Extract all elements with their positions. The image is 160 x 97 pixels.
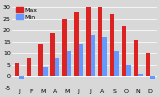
- Bar: [62, 19, 67, 76]
- Bar: [79, 44, 83, 76]
- Bar: [15, 63, 19, 76]
- Bar: [114, 51, 119, 76]
- Legend: Max, Min: Max, Min: [15, 6, 39, 21]
- Bar: [55, 58, 59, 76]
- Bar: [50, 33, 55, 76]
- Bar: [134, 40, 138, 76]
- Bar: [67, 51, 71, 76]
- Bar: [19, 76, 24, 79]
- Bar: [91, 35, 95, 76]
- Bar: [74, 12, 79, 76]
- Bar: [122, 26, 126, 76]
- Bar: [27, 58, 31, 76]
- Bar: [150, 76, 155, 79]
- Bar: [103, 37, 107, 76]
- Bar: [43, 67, 48, 76]
- Bar: [38, 44, 43, 76]
- Bar: [138, 74, 143, 76]
- Bar: [110, 14, 114, 76]
- Bar: [98, 7, 103, 76]
- Bar: [86, 7, 91, 76]
- Bar: [126, 65, 131, 76]
- Bar: [146, 53, 150, 76]
